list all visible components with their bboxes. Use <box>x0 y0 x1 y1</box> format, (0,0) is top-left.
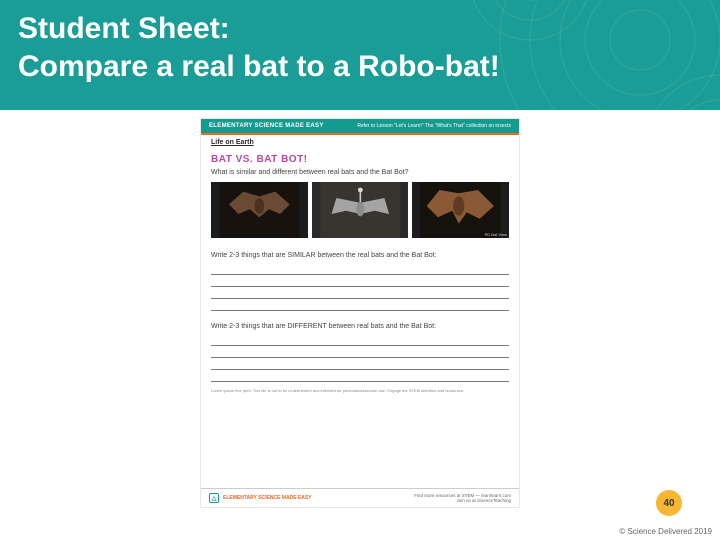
footer-brand: △ ELEMENTARY SCIENCE MADE EASY <box>209 493 312 503</box>
title-line-2: Compare a real bat to a Robo-bat! <box>18 50 500 83</box>
footer-right: Find more resources at STEM — learnlearn… <box>414 493 511 503</box>
image-row: PD Bat View <box>201 182 519 246</box>
answer-line[interactable] <box>211 334 509 346</box>
worksheet-fine-print: Lorem ipsum fine print. This file is not… <box>201 388 519 397</box>
prompt-different: Write 2-3 things that are DIFFERENT betw… <box>201 317 519 332</box>
slide-header: Student Sheet: Compare a real bat to a R… <box>0 0 720 110</box>
bat-bot-image <box>312 182 409 238</box>
image-caption-2: PD Bat View <box>485 232 507 237</box>
footer-link-2: Join us at ScienceTeaching <box>414 498 511 503</box>
bat-illustration-2 <box>412 182 509 238</box>
bat-illustration-1 <box>211 182 308 238</box>
bat-image-2: PD Bat View <box>412 182 509 238</box>
title-line-1: Student Sheet: <box>18 12 230 45</box>
footer-brand-text: ELEMENTARY SCIENCE MADE EASY <box>223 495 312 501</box>
banner-lesson-ref: Refer to Lesson "Let's Learn!" The "What… <box>357 123 511 129</box>
worksheet-banner: ELEMENTARY SCIENCE MADE EASY Refer to Le… <box>201 119 519 135</box>
banner-brand: ELEMENTARY SCIENCE MADE EASY <box>209 123 324 129</box>
lines-different <box>201 332 519 388</box>
lines-similar <box>201 261 519 317</box>
bat-image-1 <box>211 182 308 238</box>
brand-logo-icon: △ <box>209 493 219 503</box>
answer-line[interactable] <box>211 287 509 299</box>
worksheet-container: ELEMENTARY SCIENCE MADE EASY Refer to Le… <box>0 110 720 508</box>
bat-bot-illustration <box>312 182 409 238</box>
worksheet-title: BAT VS. BAT BOT! <box>201 152 519 167</box>
worksheet-breadcrumb-row: Life on Earth <box>201 135 519 152</box>
page-number-badge: 40 <box>656 490 682 516</box>
worksheet-footer: △ ELEMENTARY SCIENCE MADE EASY Find more… <box>201 488 519 507</box>
answer-line[interactable] <box>211 346 509 358</box>
prompt-similar: Write 2-3 things that are SIMILAR betwee… <box>201 246 519 261</box>
answer-line[interactable] <box>211 370 509 382</box>
worksheet-subtitle: What is similar and different between re… <box>201 167 519 182</box>
breadcrumb-link[interactable]: Life on Earth <box>211 139 254 146</box>
answer-line[interactable] <box>211 358 509 370</box>
copyright-text: © Science Delivered 2019 <box>619 527 712 536</box>
slide-title: Student Sheet: Compare a real bat to a R… <box>18 10 702 85</box>
answer-line[interactable] <box>211 275 509 287</box>
answer-line[interactable] <box>211 299 509 311</box>
worksheet: ELEMENTARY SCIENCE MADE EASY Refer to Le… <box>200 118 520 508</box>
answer-line[interactable] <box>211 263 509 275</box>
